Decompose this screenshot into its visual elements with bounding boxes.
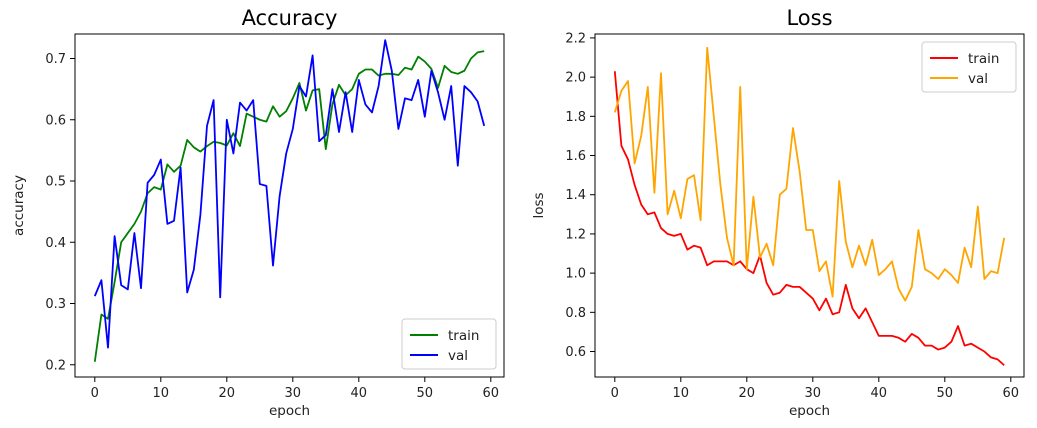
accuracy-y-tick-label: 0.2 [45,358,66,373]
accuracy-y-tick-label: 0.6 [45,113,66,128]
loss-x-tick-label: 30 [805,386,822,401]
loss-legend-box [921,41,1017,93]
accuracy-x-tick-label: 30 [285,386,302,401]
loss-x-tick-label: 60 [1003,386,1020,401]
accuracy-y-tick-label: 0.7 [45,52,66,67]
loss-y-tick-label: 1.2 [565,227,586,242]
accuracy-x-tick-label: 40 [351,386,368,401]
loss-y-tick-label: 2.0 [565,71,586,86]
accuracy-x-tick-label: 20 [219,386,236,401]
loss-y-axis-label: loss [531,192,547,218]
accuracy-y-axis-label: accuracy [11,175,27,236]
accuracy-legend-label-val: val [448,348,468,364]
accuracy-legend-label-train: train [448,328,479,344]
accuracy-y-tick-label: 0.5 [45,175,66,190]
loss-y-tick-label: 0.6 [565,345,586,360]
loss-plot-frame [594,33,1025,378]
loss-y-tick-label: 0.8 [565,306,586,321]
loss-y-tick-label: 1.8 [565,110,586,125]
loss-legend-label-val: val [968,71,988,87]
accuracy-y-tick-label: 0.3 [45,297,66,312]
loss-x-tick-label: 50 [937,386,954,401]
accuracy-title: Accuracy [242,6,338,30]
accuracy-legend-box [401,318,497,370]
accuracy-x-tick-label: 0 [91,386,99,401]
loss-y-tick-label: 1.6 [565,149,586,164]
loss-x-tick-label: 10 [673,386,690,401]
loss-y-tick-label: 1.4 [565,188,586,203]
loss-x-tick-label: 20 [739,386,756,401]
loss-legend-label-train: train [968,51,999,67]
loss-val-line [613,46,1006,302]
loss-y-tick-label: 1.0 [565,267,586,282]
accuracy-train-line [93,50,485,362]
accuracy-x-tick-label: 10 [153,386,170,401]
loss-legend: train val [921,41,1017,93]
accuracy-x-tick-label: 60 [483,386,500,401]
accuracy-legend: train val [401,318,497,370]
loss-y-tick-label: 2.2 [565,31,586,46]
accuracy-y-tick-label: 0.4 [45,236,66,251]
loss-x-axis-label: epoch [789,403,830,419]
accuracy-x-tick-label: 50 [417,386,434,401]
accuracy-val-line [93,39,486,349]
loss-train-line [613,71,1005,366]
loss-chart: Loss 0 10 20 30 40 50 60 0.6 0.8 1.0 1.2 1.4 1.6 1.8 2.… [531,6,1025,419]
loss-x-tick-label: 0 [611,386,619,401]
loss-x-tick-label: 40 [871,386,888,401]
loss-title: Loss [786,6,832,30]
accuracy-chart: Accuracy 0 10 20 30 40 50 60 0.2 0.3 0.4 0.5 0.6 0.7 e… [11,6,505,419]
accuracy-x-axis-label: epoch [269,403,310,419]
accuracy-plot-frame [74,33,505,378]
